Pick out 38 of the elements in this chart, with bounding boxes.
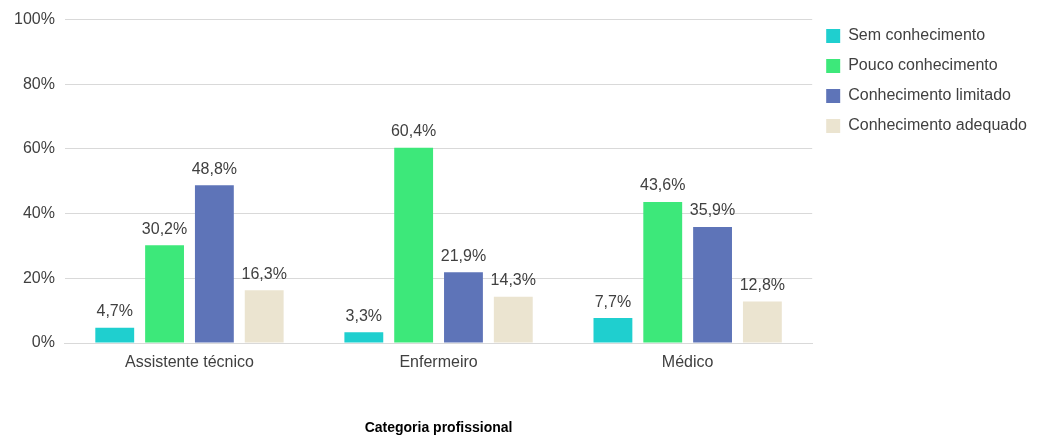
x-tick-label: Enfermeiro xyxy=(399,353,478,371)
bar xyxy=(643,202,683,343)
data-label: 7,7% xyxy=(594,292,632,310)
data-label: 43,6% xyxy=(640,176,686,194)
legend-label: Conhecimento adequado xyxy=(848,116,1028,134)
data-label: 12,8% xyxy=(739,276,786,294)
y-tick-label: 100% xyxy=(14,10,55,28)
bar xyxy=(194,185,234,343)
data-label: 16,3% xyxy=(241,264,287,282)
bar xyxy=(344,332,384,343)
data-label: 30,2% xyxy=(141,219,188,237)
data-label: 35,9% xyxy=(689,201,736,219)
legend-label: Sem conhecimento xyxy=(848,26,986,44)
data-label: 21,9% xyxy=(440,246,487,264)
y-tick-label: 0% xyxy=(31,333,55,351)
bar xyxy=(493,296,533,343)
y-tick-label: 20% xyxy=(22,268,55,286)
bar xyxy=(394,147,434,343)
data-label: 48,8% xyxy=(191,159,238,177)
x-axis-title: Categoria profissional xyxy=(364,419,513,436)
bar xyxy=(244,290,284,343)
legend-label: Conhecimento limitado xyxy=(848,86,1012,104)
legend-label: Pouco conhecimento xyxy=(848,56,998,74)
bar xyxy=(95,327,135,343)
x-tick-label: Assistente técnico xyxy=(124,353,255,371)
bar xyxy=(742,301,782,343)
data-label: 4,7% xyxy=(96,302,133,320)
y-tick-label: 80% xyxy=(22,74,55,92)
bar xyxy=(693,226,732,343)
data-label: 60,4% xyxy=(390,122,437,140)
bar xyxy=(593,318,633,343)
data-label: 3,3% xyxy=(345,306,383,324)
y-tick-label: 60% xyxy=(22,139,55,157)
bar xyxy=(444,272,483,343)
data-label: 14,3% xyxy=(490,271,536,289)
y-tick-label: 40% xyxy=(22,204,55,222)
x-tick-label: Médico xyxy=(661,353,714,371)
bar xyxy=(145,245,184,343)
